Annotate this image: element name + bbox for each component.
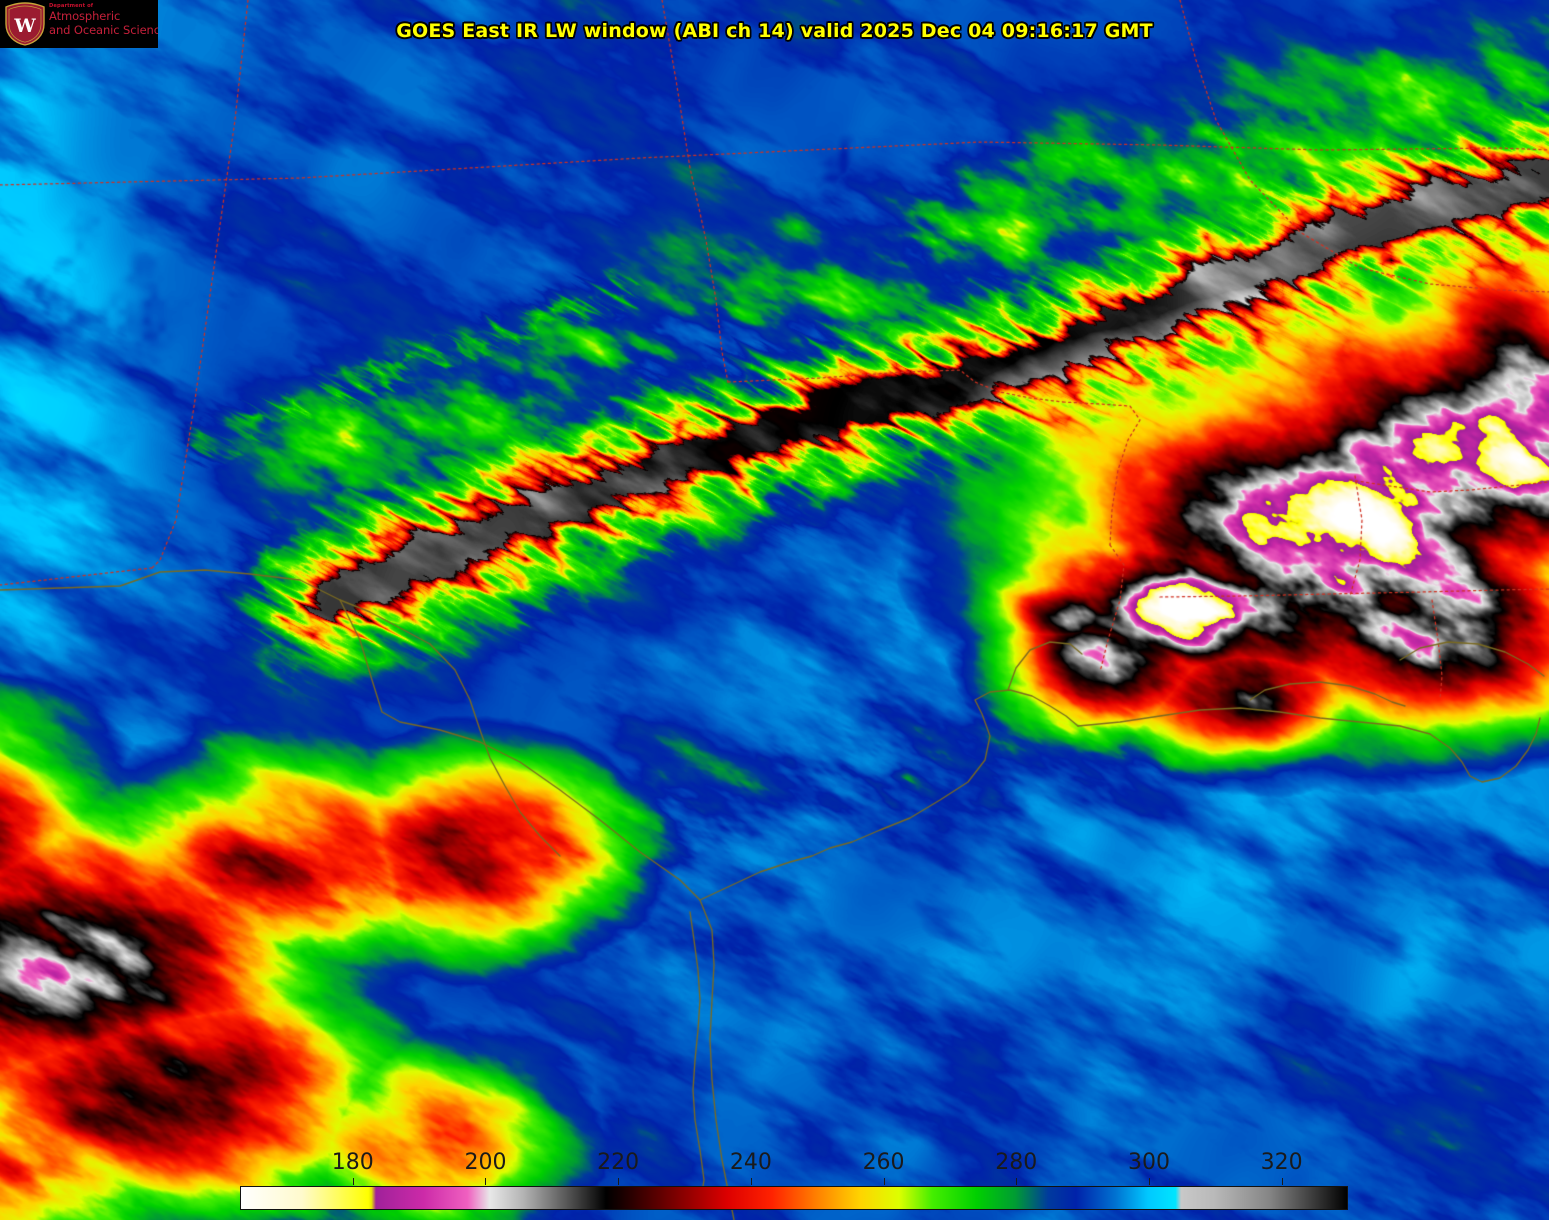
colorbar-tick-mark: [1281, 1178, 1283, 1185]
colorbar-tick-label: 180: [331, 1150, 374, 1175]
logo-line-1: Atmospheric: [49, 9, 121, 23]
colorbar-tick-label: 240: [729, 1150, 772, 1175]
temperature-colorbar: 180 200 220 240 260 280 300 320: [0, 1150, 1549, 1220]
logo-text-block: Department of Atmospheric and Oceanic Sc…: [49, 3, 158, 37]
logo-department-label: Department of: [49, 3, 94, 9]
colorbar-tick-mark: [1148, 1178, 1150, 1185]
colorbar-tick-labels: 180 200 220 240 260 280 300 320: [0, 1150, 1549, 1185]
colorbar-gradient: [241, 1187, 1347, 1209]
logo-line-2: and Oceanic Sciences: [49, 22, 158, 37]
svg-text:W: W: [13, 15, 36, 37]
colorbar-tick-label: 200: [464, 1150, 507, 1175]
colorbar-tick-mark: [618, 1178, 620, 1185]
colorbar-tick-label: 260: [862, 1150, 905, 1175]
colorbar-tick-mark: [352, 1178, 354, 1185]
uw-crest-icon: W: [5, 2, 45, 46]
colorbar-tick-mark: [750, 1178, 752, 1185]
colorbar-tick-label: 280: [995, 1150, 1038, 1175]
colorbar-tick-mark: [485, 1178, 487, 1185]
colorbar-tick-mark: [1016, 1178, 1018, 1185]
colorbar-tick-label: 220: [597, 1150, 640, 1175]
colorbar-tick-label: 320: [1260, 1150, 1303, 1175]
colorbar-tick-mark: [883, 1178, 885, 1185]
colorbar-tick-label: 300: [1127, 1150, 1170, 1175]
colorbar-bar: [240, 1186, 1348, 1210]
uw-aos-logo: W Department of Atmospheric and Oceanic …: [0, 0, 158, 48]
